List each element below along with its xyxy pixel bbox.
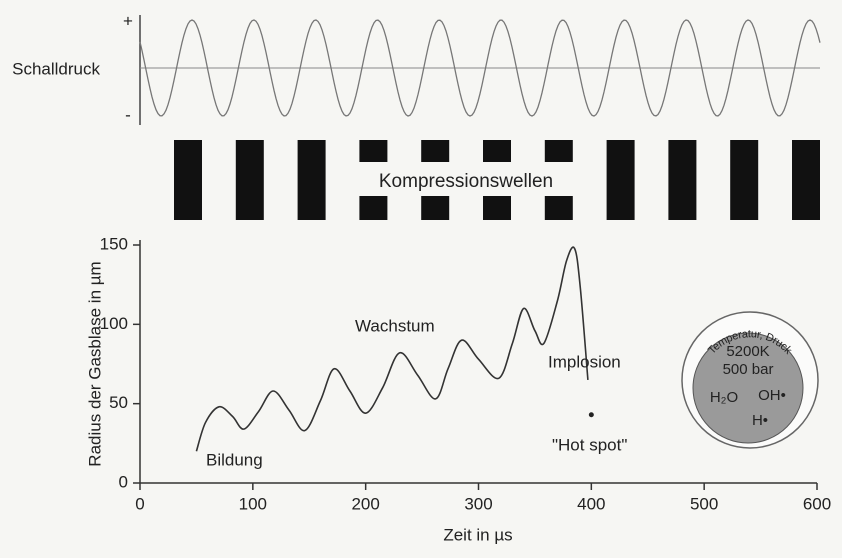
x-tick-label: 100 <box>239 494 267 513</box>
compression-bar <box>668 140 697 220</box>
pressure-wave <box>139 19 821 117</box>
compression-bar <box>792 140 820 220</box>
inset-species: H₂O <box>710 389 738 406</box>
compression-bar <box>359 196 388 220</box>
y-axis-label: Radius der Gasblase in µm <box>85 261 104 466</box>
inset-bubble <box>692 332 804 444</box>
inset: Temperatur, Druck 5200K 500 bar H₂O OH• … <box>681 311 819 449</box>
hot-spot <box>588 412 594 418</box>
annotation: "Hot spot" <box>552 435 627 454</box>
y-tick-label: 0 <box>119 472 128 491</box>
x-tick-label: 200 <box>351 494 379 513</box>
compression-bar <box>483 196 511 220</box>
compression-bar <box>606 140 635 220</box>
pressure-plus: + <box>123 11 133 30</box>
pressure-label: Schalldruck <box>12 59 100 78</box>
compression-bar <box>421 196 450 220</box>
inset-temperature: 5200K <box>726 343 769 360</box>
pressure-minus: - <box>125 105 131 124</box>
compression-bar <box>297 140 326 220</box>
compression-bar <box>730 140 759 220</box>
x-tick-label: 500 <box>690 494 718 513</box>
x-tick-label: 600 <box>803 494 831 513</box>
inset-pressure: 500 bar <box>723 361 774 378</box>
annotation: Wachstum <box>355 316 435 335</box>
x-tick-label: 400 <box>577 494 605 513</box>
compression-bars <box>174 140 820 220</box>
inset-species: OH• <box>758 387 786 404</box>
radius-line <box>195 246 589 452</box>
compression-bar <box>544 140 573 162</box>
compression-bar <box>235 140 264 220</box>
annotation: Implosion <box>548 352 621 371</box>
compression-bar <box>174 140 202 220</box>
compression-bar <box>483 140 511 162</box>
x-axis-label: Zeit in µs <box>443 525 512 544</box>
inset-species: H• <box>752 412 768 429</box>
x-tick-label: 0 <box>135 494 144 513</box>
y-tick-label: 50 <box>109 393 128 412</box>
compression-label: Kompressionswellen <box>379 171 553 192</box>
x-tick-label: 300 <box>464 494 492 513</box>
annotation: Bildung <box>206 450 263 469</box>
compression-bar <box>544 196 573 220</box>
compression-bar <box>359 140 388 162</box>
y-tick-label: 150 <box>100 234 128 253</box>
compression-bar <box>421 140 450 162</box>
y-tick-label: 100 <box>100 314 128 333</box>
